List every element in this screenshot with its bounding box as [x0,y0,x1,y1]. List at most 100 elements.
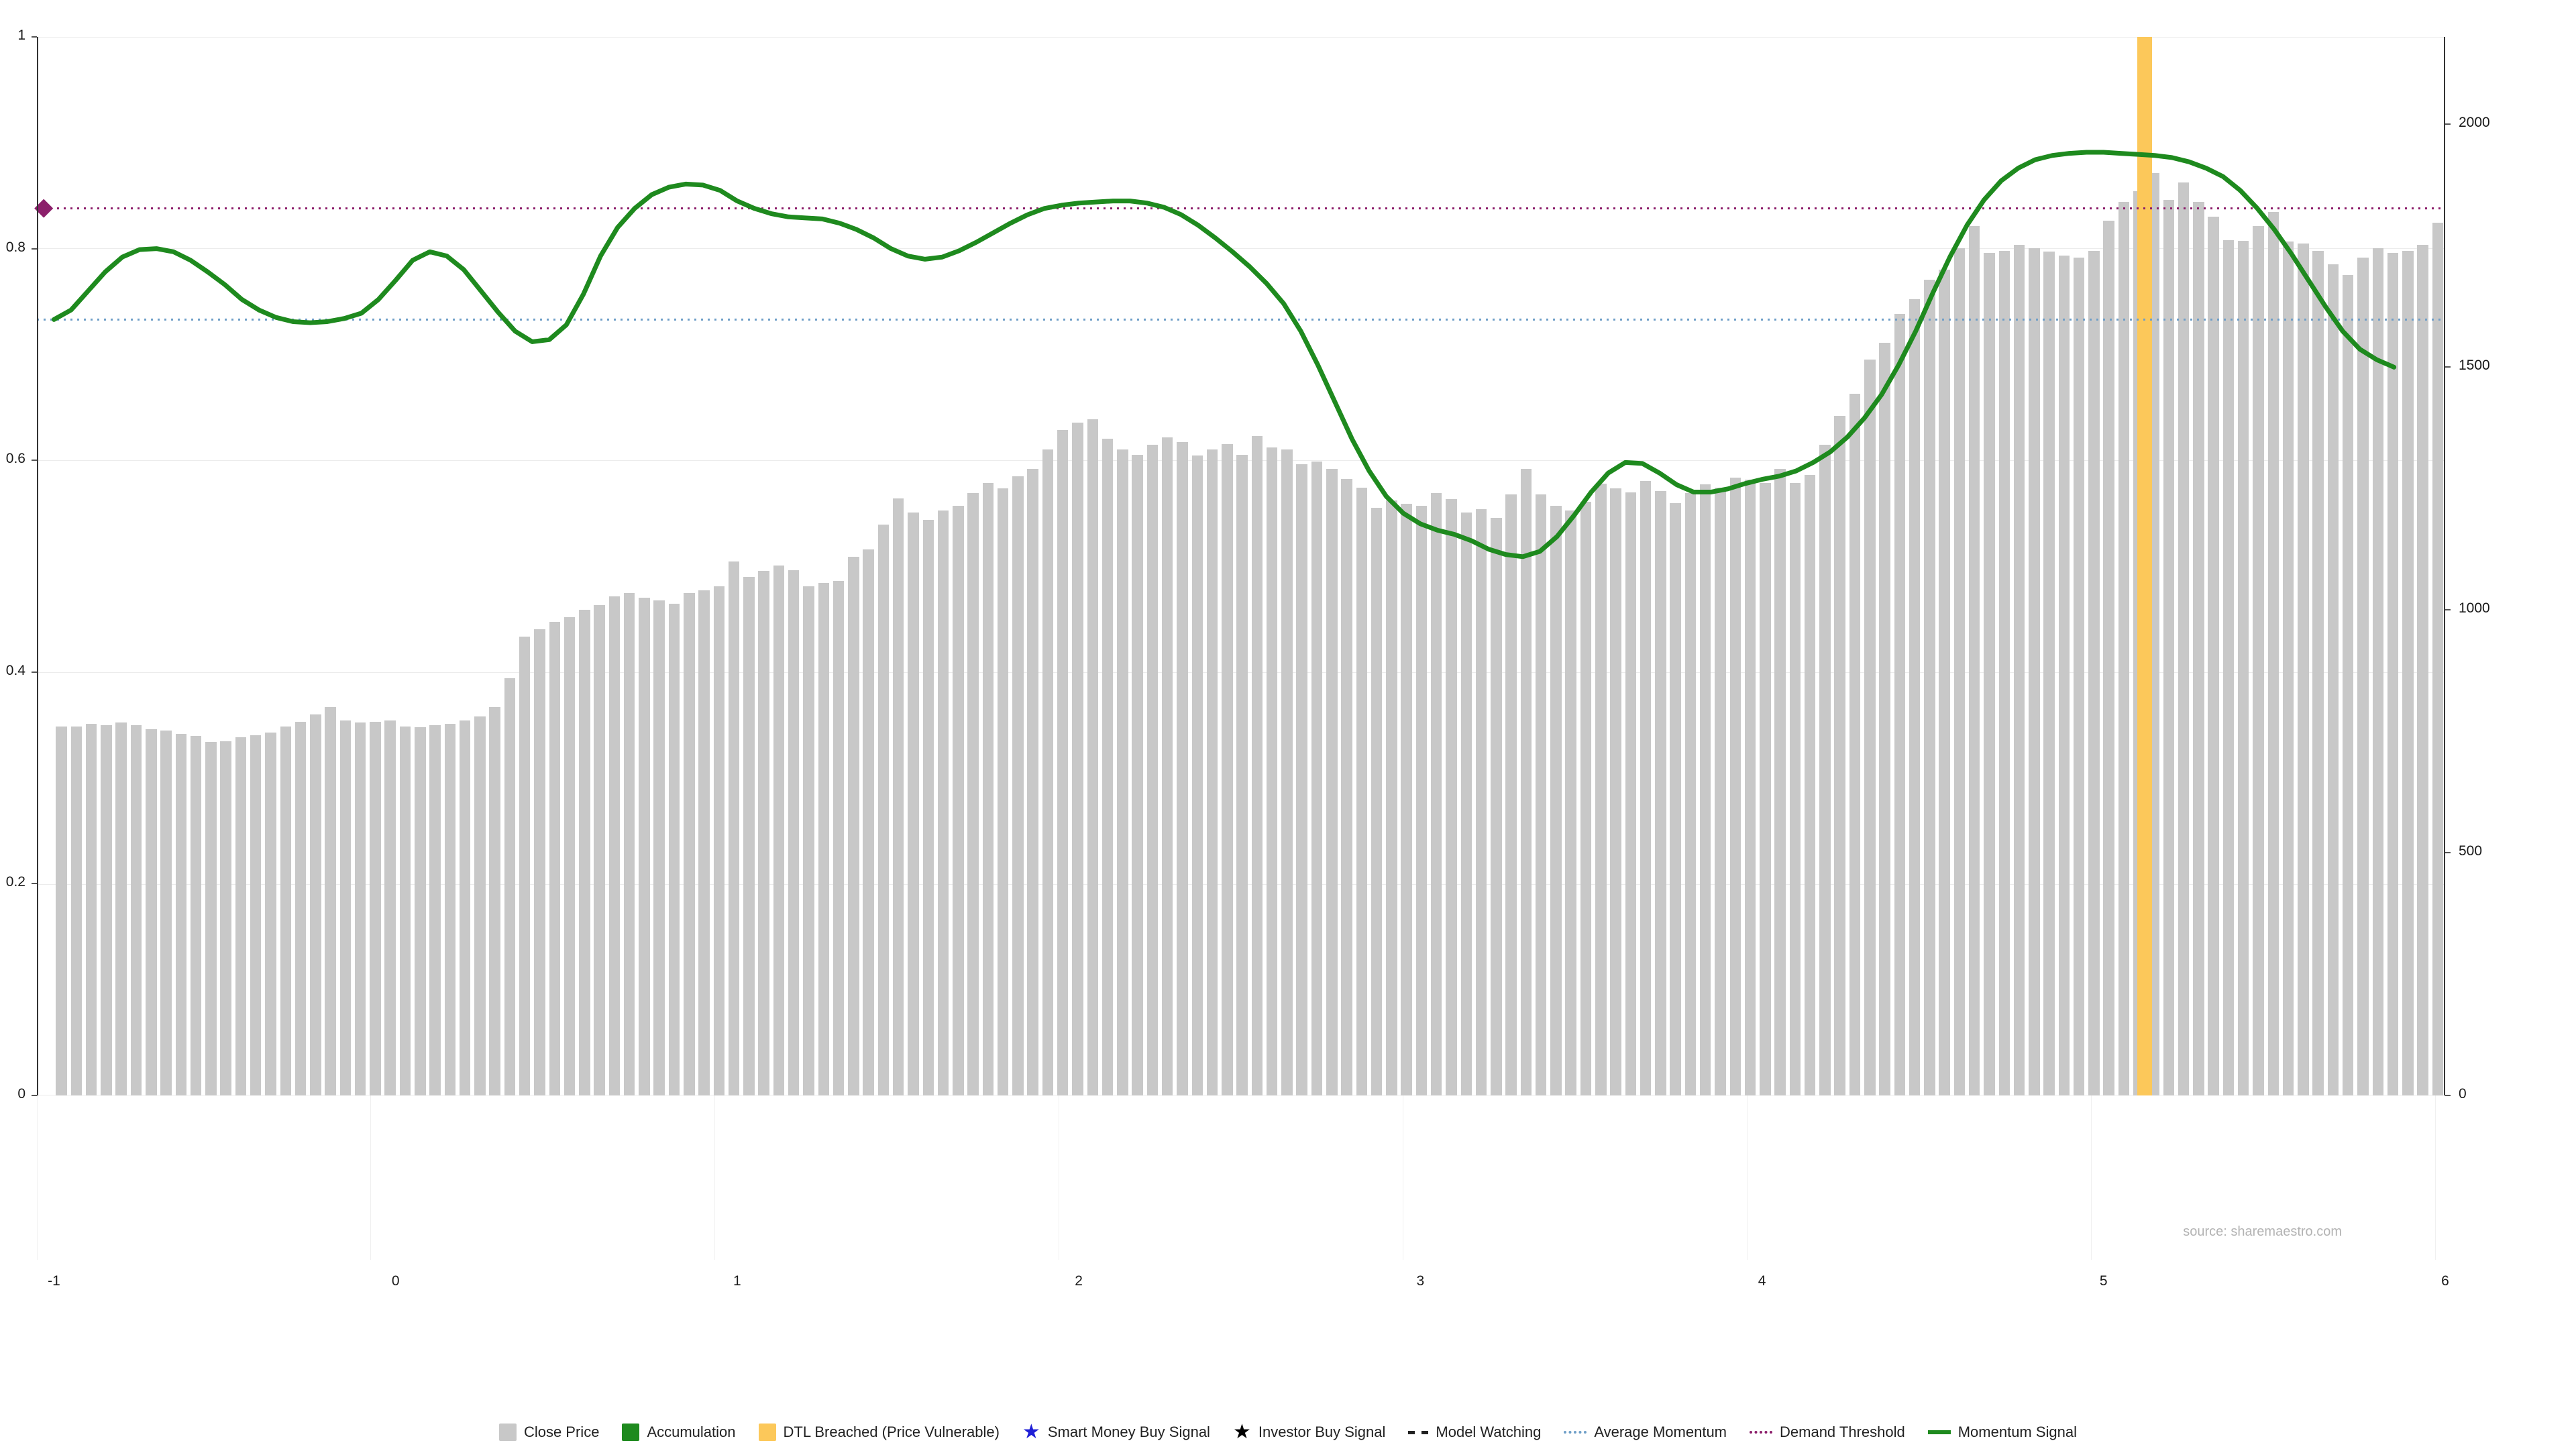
bar [549,622,561,1095]
bar [1715,487,1726,1095]
y-tick-label-right: 0 [2459,1086,2467,1102]
bar [2327,264,2339,1095]
bar [997,488,1009,1095]
bar [2013,244,2025,1095]
bar [384,720,396,1095]
bar [1789,482,1801,1095]
bar [415,727,426,1095]
bar [1415,505,1428,1095]
bar [280,726,292,1095]
bar [1177,442,1188,1095]
bar [1610,488,1621,1095]
bar [639,598,650,1095]
bar [1057,430,1069,1095]
bar [1729,478,1741,1095]
bar [967,493,979,1095]
bar [1879,343,1890,1095]
bar [474,716,486,1095]
legend-item[interactable]: Average Momentum [1564,1424,1727,1441]
legend-item[interactable]: Close Price [498,1424,599,1441]
bar [1595,483,1607,1095]
bar [534,629,545,1095]
bar [1580,502,1592,1095]
y-tick-label-left: 1 [17,28,25,43]
y-tickmark-right [2445,609,2451,611]
bar [370,721,381,1095]
bar [579,610,590,1095]
bar [2058,255,2070,1095]
x-gridline [370,1095,371,1260]
y-axis-left [37,37,38,1095]
bar [2043,251,2055,1095]
x-tick-label: 6 [2441,1273,2449,1289]
bar [220,741,231,1095]
bar [1909,299,1921,1095]
x-tick-label: 1 [733,1273,741,1289]
chart-legend: Close Price Accumulation DTL Breached (Pri… [0,1421,2576,1443]
bar [892,498,904,1095]
bar [1341,478,1352,1095]
bar [354,722,366,1095]
bar [1998,250,2010,1095]
star-icon: ★ [1232,1421,1251,1443]
bar [1939,270,1950,1095]
bar [85,724,97,1095]
bar [2237,241,2249,1095]
bar [1894,313,1906,1095]
bar [56,726,67,1095]
legend-item[interactable]: Accumulation [622,1424,736,1441]
bar [1266,447,1278,1095]
bar [310,714,321,1095]
y-tick-label-right: 1000 [2459,600,2490,616]
legend-item[interactable]: Model Watching [1408,1424,1541,1441]
gridline [37,37,2445,38]
bar [848,556,859,1095]
bar [250,735,262,1095]
legend-item[interactable]: ★ Investor Buy Signal [1232,1421,1385,1443]
bar [743,576,755,1095]
bar [1386,500,1397,1095]
bar [1565,510,1576,1095]
bar [1744,480,1756,1095]
y-tickmark-right [2445,852,2451,854]
bar [2267,211,2279,1095]
bar [2208,216,2219,1095]
bar [1760,482,1771,1095]
bar [2282,241,2294,1095]
legend-label: Smart Money Buy Signal [1047,1424,1210,1440]
bar [668,604,680,1095]
bar [728,561,740,1095]
bar [115,722,127,1095]
x-gridline [1747,1095,1748,1260]
bar [1087,419,1099,1095]
bar [863,549,874,1095]
x-gridline [37,1095,38,1260]
bar [698,590,710,1095]
investor-signal-diamond [34,199,54,218]
legend-item[interactable]: ★ Smart Money Buy Signal [1022,1422,1210,1442]
y-tickmark-right [2445,366,2451,368]
bar [2372,248,2383,1095]
bar [1146,445,1159,1095]
bar [1924,279,1935,1095]
legend-label: Average Momentum [1594,1424,1727,1440]
legend-item[interactable]: Demand Threshold [1750,1424,1905,1441]
bar [1460,513,1472,1095]
y-tick-label-right: 500 [2459,843,2483,859]
bar [922,520,934,1095]
bar [2103,220,2114,1095]
bar [1864,360,1876,1095]
y-tickmark-left [32,671,37,673]
y-axis-right [2444,37,2445,1095]
y-tick-label-left: 0 [17,1086,25,1102]
bar [399,726,411,1095]
bar [2088,250,2100,1095]
bar [146,729,157,1095]
bar [1774,469,1786,1095]
bar [1804,474,1816,1095]
legend-item[interactable]: DTL Breached (Price Vulnerable) [758,1424,1000,1441]
legend-label: Accumulation [647,1424,736,1440]
bar [429,725,441,1095]
legend-item[interactable]: Momentum Signal [1927,1424,2077,1441]
